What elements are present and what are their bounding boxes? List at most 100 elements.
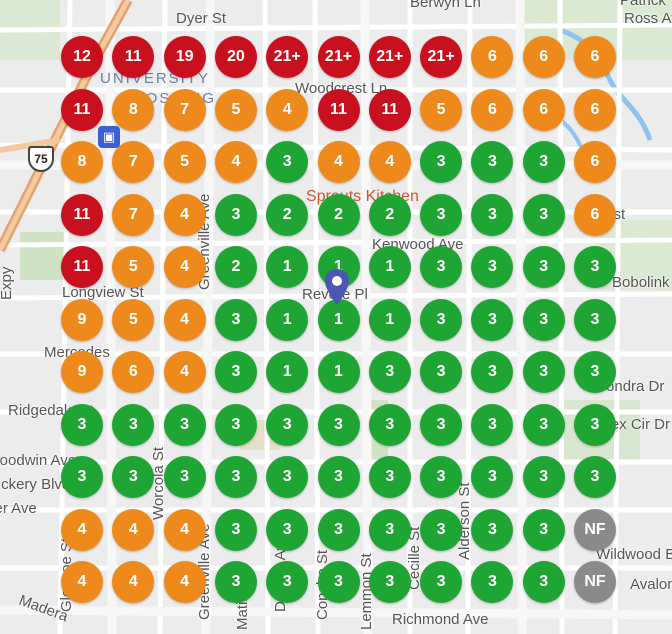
score-dot[interactable]: 11 [368,88,411,131]
score-dot[interactable]: 8 [112,88,155,131]
score-dot[interactable]: 3 [368,508,411,551]
score-dot[interactable]: 3 [522,561,565,603]
score-dot[interactable]: NF [574,508,616,551]
score-dot[interactable]: 7 [112,141,155,183]
score-dot[interactable]: 11 [61,88,103,131]
score-dot[interactable]: 12 [61,36,103,78]
score-dot[interactable]: 11 [112,36,155,78]
score-dot[interactable]: 2 [368,193,411,236]
score-dot[interactable]: 11 [61,193,103,236]
score-dot[interactable]: 21+ [368,36,411,78]
score-dot[interactable]: 3 [317,508,360,551]
score-dot[interactable]: 3 [317,456,360,498]
score-dot[interactable]: 1 [266,246,309,288]
score-dot[interactable]: 4 [112,508,155,551]
score-dot[interactable]: 11 [61,246,103,288]
score-dot[interactable]: 3 [368,456,411,498]
score-dot[interactable]: 11 [317,88,360,131]
score-dot[interactable]: 3 [522,456,565,498]
location-pin-icon[interactable] [324,268,350,306]
score-dot[interactable]: 6 [574,193,616,236]
score-dot[interactable]: 6 [574,36,616,78]
score-dot[interactable]: 5 [214,88,257,131]
score-dot[interactable]: 4 [163,351,206,393]
score-dot[interactable]: 19 [163,36,206,78]
score-dot[interactable]: 3 [214,351,257,393]
score-dot[interactable]: 3 [574,456,616,498]
score-dot[interactable]: 3 [471,508,514,551]
score-dot[interactable]: 3 [61,456,103,498]
score-dot[interactable]: 3 [471,298,514,341]
score-dot[interactable]: 1 [368,298,411,341]
score-dot[interactable]: 7 [112,193,155,236]
score-dot[interactable]: 2 [266,193,309,236]
score-dot[interactable]: 6 [574,141,616,183]
score-dot[interactable]: 3 [574,351,616,393]
score-dot[interactable]: 3 [471,193,514,236]
score-dot[interactable]: 5 [420,88,463,131]
score-dot[interactable]: 4 [61,508,103,551]
score-dot[interactable]: 20 [214,36,257,78]
transit-station-icon[interactable]: ▣ [98,126,120,148]
score-dot[interactable]: 21+ [266,36,309,78]
score-dot[interactable]: 3 [471,246,514,288]
score-dot[interactable]: 3 [214,403,257,446]
score-dot[interactable]: 6 [522,36,565,78]
score-dot[interactable]: 4 [112,561,155,603]
score-dot[interactable]: 3 [522,298,565,341]
score-dot[interactable]: 3 [266,508,309,551]
score-dot[interactable]: 1 [317,351,360,393]
score-dot[interactable]: 5 [163,141,206,183]
score-dot[interactable]: 3 [522,351,565,393]
score-dot[interactable]: 1 [317,298,360,341]
score-dot[interactable]: 3 [112,403,155,446]
score-dot[interactable]: 4 [266,88,309,131]
score-dot[interactable]: 1 [266,298,309,341]
score-dot[interactable]: 3 [420,561,463,603]
score-dot[interactable]: 4 [61,561,103,603]
score-dot[interactable]: 4 [163,508,206,551]
score-dot[interactable]: 3 [266,403,309,446]
score-dot[interactable]: 3 [522,403,565,446]
score-dot[interactable]: 3 [317,561,360,603]
score-dot[interactable]: 3 [522,246,565,288]
score-dot[interactable]: 21+ [317,36,360,78]
score-dot[interactable]: 21+ [420,36,463,78]
score-dot[interactable]: 1 [266,351,309,393]
score-dot[interactable]: 3 [471,456,514,498]
score-dot[interactable]: 3 [420,141,463,183]
score-dot[interactable]: 4 [163,246,206,288]
score-dot[interactable]: 4 [163,561,206,603]
score-dot[interactable]: 4 [368,141,411,183]
score-dot[interactable]: 3 [163,403,206,446]
score-dot[interactable]: 3 [368,403,411,446]
score-dot[interactable]: 3 [420,508,463,551]
score-dot[interactable]: 5 [112,246,155,288]
score-dot[interactable]: 3 [214,508,257,551]
score-dot[interactable]: 3 [574,403,616,446]
score-dot[interactable]: 3 [471,403,514,446]
score-dot[interactable]: 3 [420,193,463,236]
score-dot[interactable]: 3 [522,141,565,183]
score-dot[interactable]: 6 [471,36,514,78]
score-dot[interactable]: 3 [317,403,360,446]
score-dot[interactable]: 3 [574,298,616,341]
score-dot[interactable]: 4 [163,298,206,341]
score-dot[interactable]: 3 [368,351,411,393]
score-dot[interactable]: 3 [61,403,103,446]
score-dot[interactable]: 3 [214,298,257,341]
score-dot[interactable]: 3 [522,508,565,551]
score-dot[interactable]: 3 [214,193,257,236]
score-dot[interactable]: 6 [522,88,565,131]
score-dot[interactable]: 3 [574,246,616,288]
score-dot[interactable]: 4 [214,141,257,183]
score-dot[interactable]: 4 [163,193,206,236]
score-dot[interactable]: 3 [112,456,155,498]
score-dot[interactable]: 3 [420,351,463,393]
score-dot[interactable]: 4 [317,141,360,183]
score-dot[interactable]: 3 [368,561,411,603]
score-dot[interactable]: 3 [471,351,514,393]
score-dot[interactable]: 3 [420,246,463,288]
score-dot[interactable]: 3 [214,561,257,603]
